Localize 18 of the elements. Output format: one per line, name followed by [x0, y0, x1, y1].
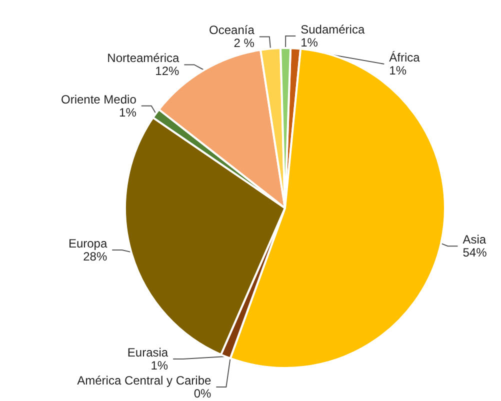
data-label: 54%: [462, 246, 488, 260]
data-label: 28%: [83, 250, 108, 264]
slice-label: Norteamérica: [107, 51, 180, 66]
data-label: 1%: [300, 36, 318, 50]
slice-label: Asia: [462, 232, 486, 247]
slice-label: Sudamérica: [300, 22, 365, 36]
slice-label: Eurasia: [127, 346, 168, 360]
data-label: 1%: [389, 64, 407, 78]
slice-label: Oriente Medio: [60, 92, 137, 106]
data-label: 1%: [150, 358, 168, 372]
data-label: 1%: [119, 105, 137, 120]
data-label: 12%: [155, 64, 180, 78]
slice-label: África: [389, 50, 420, 64]
slice-label: Europa: [68, 236, 108, 251]
data-label: 2 %: [234, 36, 255, 50]
slice-label: Oceanía: [209, 23, 255, 38]
legend-label: América Central y Caribe: [77, 374, 212, 388]
text: 0%: [194, 386, 212, 400]
